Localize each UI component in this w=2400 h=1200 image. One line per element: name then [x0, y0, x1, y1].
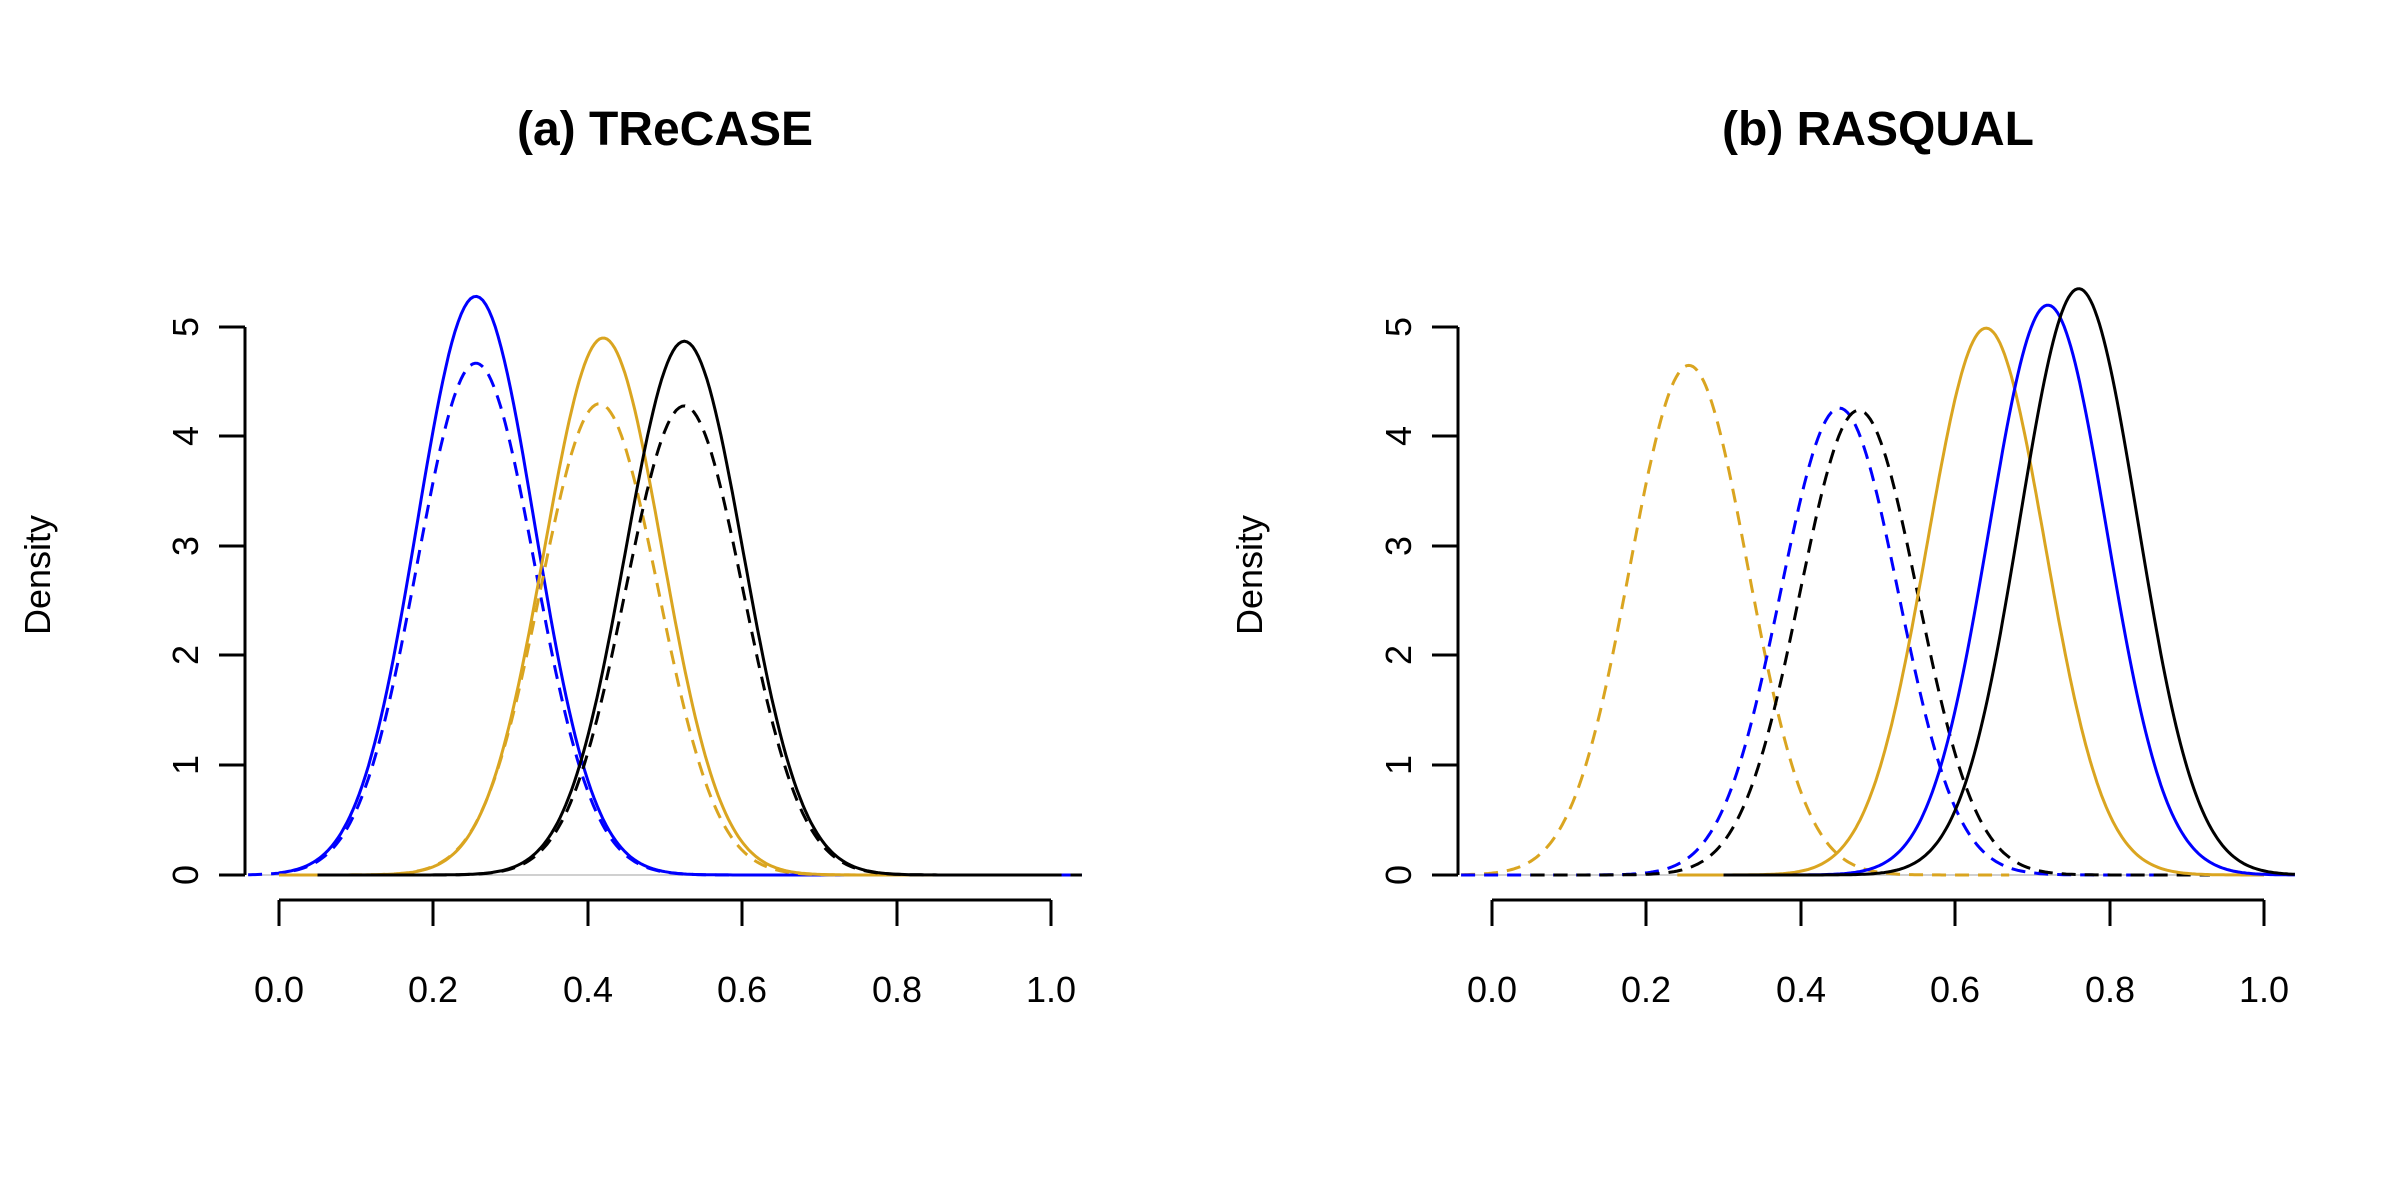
- y-tick: 5: [165, 317, 245, 337]
- series-gold-dashed: [279, 402, 959, 877]
- x-tick: 0.6: [1930, 900, 1980, 1010]
- x-ticks: 0.0 0.2 0.4 0.6 0.8 1.0: [1467, 900, 2289, 1010]
- svg-text:3: 3: [1378, 536, 1419, 556]
- series-black-solid: [1723, 287, 2295, 877]
- chart-title: (b) RASQUAL: [1722, 103, 2034, 156]
- x-tick: 0.6: [717, 900, 767, 1010]
- series-black-solid: [317, 339, 1051, 877]
- y-tick: 0: [165, 865, 245, 885]
- svg-text:3: 3: [165, 536, 206, 556]
- svg-text:0.8: 0.8: [872, 969, 922, 1010]
- svg-text:0.0: 0.0: [1467, 969, 1517, 1010]
- svg-text:1.0: 1.0: [2239, 969, 2289, 1010]
- series-black-dashed: [1530, 408, 2210, 877]
- series-gold-solid: [279, 336, 936, 877]
- svg-text:0.8: 0.8: [2085, 969, 2135, 1010]
- x-tick: 0.4: [1776, 900, 1826, 1010]
- y-axis-label: Density: [17, 515, 58, 635]
- x-ticks: 0.0 0.2 0.4 0.6 0.8 1.0: [254, 900, 1076, 1010]
- panel-rasqual: (b) RASQUAL Density 0 1 2 3 4 5 0.0 0.2 …: [1229, 103, 2295, 1010]
- svg-text:4: 4: [1378, 426, 1419, 446]
- y-tick: 2: [165, 645, 245, 665]
- svg-text:0: 0: [1378, 865, 1419, 885]
- y-tick: 3: [1378, 536, 1458, 556]
- x-tick: 0.0: [254, 900, 304, 1010]
- series-blue-dashed: [248, 361, 851, 877]
- x-tick: 0.2: [408, 900, 458, 1010]
- series-blue-solid: [278, 294, 1082, 877]
- x-tick: 0.2: [1621, 900, 1671, 1010]
- y-tick: 0: [1378, 865, 1458, 885]
- panel-trecase: (a) TReCASE Density 0 1 2 3 4 5 0.0 0.2 …: [17, 103, 1082, 1010]
- svg-text:2: 2: [1378, 645, 1419, 665]
- svg-text:4: 4: [165, 426, 206, 446]
- y-tick: 2: [1378, 645, 1458, 665]
- y-tick: 1: [1378, 755, 1458, 775]
- svg-text:0.2: 0.2: [408, 969, 458, 1010]
- y-tick: 1: [165, 755, 245, 775]
- x-tick: 0.8: [872, 900, 922, 1010]
- svg-text:2: 2: [165, 645, 206, 665]
- svg-text:1.0: 1.0: [1026, 969, 1076, 1010]
- svg-text:5: 5: [1378, 317, 1419, 337]
- y-tick: 3: [165, 536, 245, 556]
- svg-text:1: 1: [1378, 755, 1419, 775]
- x-tick: 0.4: [563, 900, 613, 1010]
- y-tick: 4: [165, 426, 245, 446]
- svg-text:0: 0: [165, 865, 206, 885]
- svg-text:0.0: 0.0: [254, 969, 304, 1010]
- density-curves: [248, 294, 1082, 877]
- series-gold-solid: [1677, 326, 2264, 877]
- series-blue-dashed: [1461, 406, 2164, 877]
- y-tick: 4: [1378, 426, 1458, 446]
- y-ticks: 0 1 2 3 4 5: [1378, 317, 1458, 885]
- chart-title: (a) TReCASE: [517, 103, 813, 156]
- svg-text:0.6: 0.6: [717, 969, 767, 1010]
- series-gold-dashed: [1461, 363, 2010, 877]
- y-axis-label: Density: [1229, 515, 1270, 635]
- series-black-dashed: [317, 404, 1082, 877]
- y-tick: 5: [1378, 317, 1458, 337]
- x-tick: 0.8: [2085, 900, 2135, 1010]
- svg-text:0.4: 0.4: [1776, 969, 1826, 1010]
- x-tick: 0.0: [1467, 900, 1517, 1010]
- x-tick: 1.0: [2239, 900, 2289, 1010]
- svg-text:0.2: 0.2: [1621, 969, 1671, 1010]
- density-curves: [1461, 287, 2295, 877]
- svg-text:0.4: 0.4: [563, 969, 613, 1010]
- svg-text:1: 1: [165, 755, 206, 775]
- y-ticks: 0 1 2 3 4 5: [165, 317, 245, 885]
- svg-text:0.6: 0.6: [1930, 969, 1980, 1010]
- svg-text:5: 5: [165, 317, 206, 337]
- x-tick: 1.0: [1026, 900, 1076, 1010]
